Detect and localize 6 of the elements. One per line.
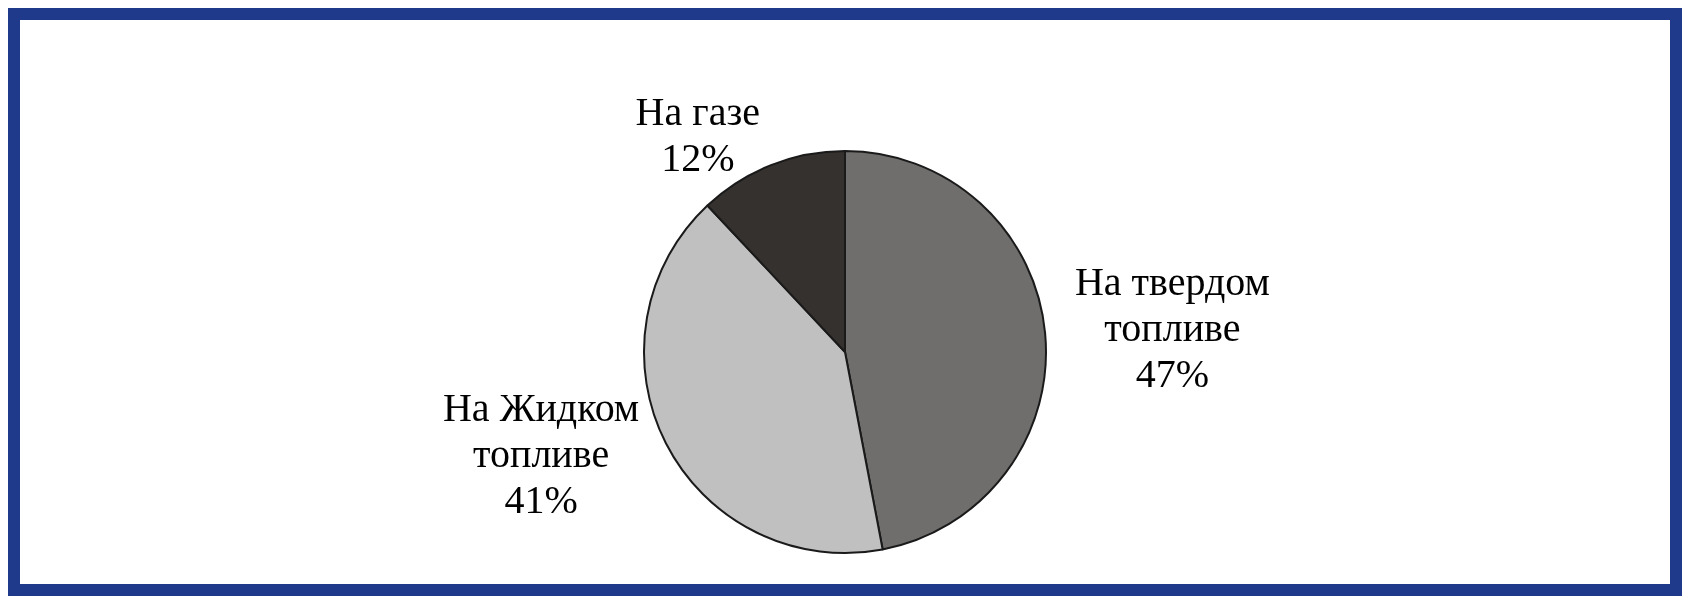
data-label: 12% xyxy=(661,134,735,180)
slice-label: На твердом топливе xyxy=(1074,258,1270,350)
data-label: 47% xyxy=(1135,350,1210,396)
data-label: 41% xyxy=(504,477,578,523)
slice-label: На Жидком топливе xyxy=(442,385,640,477)
slice-label: На газе xyxy=(635,88,760,134)
